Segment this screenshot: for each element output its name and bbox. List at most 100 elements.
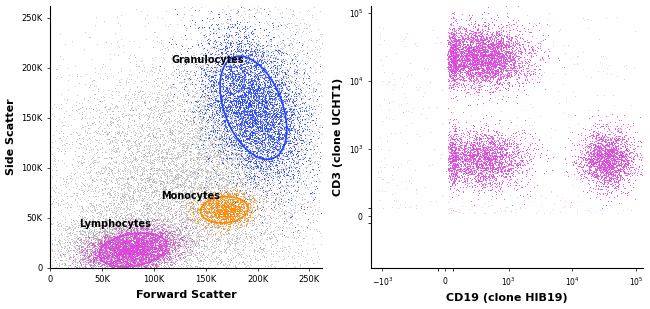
Point [108,264,118,269]
Point [524,122,534,127]
Point [103,132,113,137]
Point [600,190,610,195]
Point [454,37,464,42]
Point [590,145,600,150]
Point [250,118,260,123]
Point [232,24,242,29]
Point [205,204,215,209]
Point [241,93,252,98]
Point [458,40,468,44]
Point [174,143,185,148]
Point [243,202,254,207]
Point [268,113,279,118]
Point [112,247,122,252]
Point [239,142,249,147]
Point [235,197,246,201]
Point [80,221,90,226]
Point [640,159,650,164]
Point [127,177,138,182]
Point [230,178,240,183]
Point [192,65,203,70]
Point [256,207,266,212]
Point [226,91,236,95]
Point [231,48,242,53]
Point [248,81,259,86]
Point [168,242,179,247]
Point [118,257,128,262]
Point [104,254,114,259]
Point [491,69,501,74]
Point [113,236,124,241]
Point [129,235,140,240]
Point [286,175,296,180]
Point [133,247,143,252]
Point [224,205,235,210]
Point [137,243,148,248]
Point [116,205,126,210]
Point [453,43,463,48]
Point [132,244,142,249]
Point [109,240,120,245]
Point [129,248,140,253]
Point [202,205,213,210]
Point [495,79,506,84]
Point [504,157,514,162]
Point [198,243,209,248]
Point [495,68,506,73]
Point [124,111,134,116]
Point [289,188,299,193]
Point [221,53,231,58]
Point [138,234,148,239]
Point [448,49,459,54]
Point [250,94,261,99]
Point [216,158,226,163]
Point [116,220,126,225]
Point [99,253,109,258]
Point [255,104,265,109]
Point [265,117,276,122]
Point [216,205,226,210]
Point [267,183,278,188]
Point [179,218,190,223]
Point [629,162,640,167]
Point [229,103,240,108]
Point [608,151,619,156]
Point [488,53,498,58]
Point [446,84,456,89]
Point [83,148,94,153]
Point [133,161,144,166]
Point [102,240,112,245]
Point [125,201,136,206]
Point [261,162,272,167]
Point [240,190,250,195]
Point [199,53,209,57]
Point [138,262,148,267]
Point [613,144,623,149]
Point [272,146,282,151]
Point [585,163,595,168]
Point [270,109,281,114]
Point [114,251,125,256]
Point [597,173,607,178]
Point [215,35,226,40]
Point [200,180,210,185]
Point [571,143,582,148]
Point [100,254,110,259]
Point [167,129,177,134]
Point [107,247,118,252]
Point [196,113,206,118]
Point [525,142,536,146]
Point [84,252,95,257]
Point [476,39,486,44]
Point [481,60,491,65]
Point [64,252,74,257]
Point [265,135,275,140]
Point [586,176,597,181]
Point [615,146,625,150]
Point [235,219,246,224]
Point [240,118,250,123]
Point [182,167,192,172]
Point [470,36,480,41]
Point [243,111,254,116]
Point [57,245,68,250]
